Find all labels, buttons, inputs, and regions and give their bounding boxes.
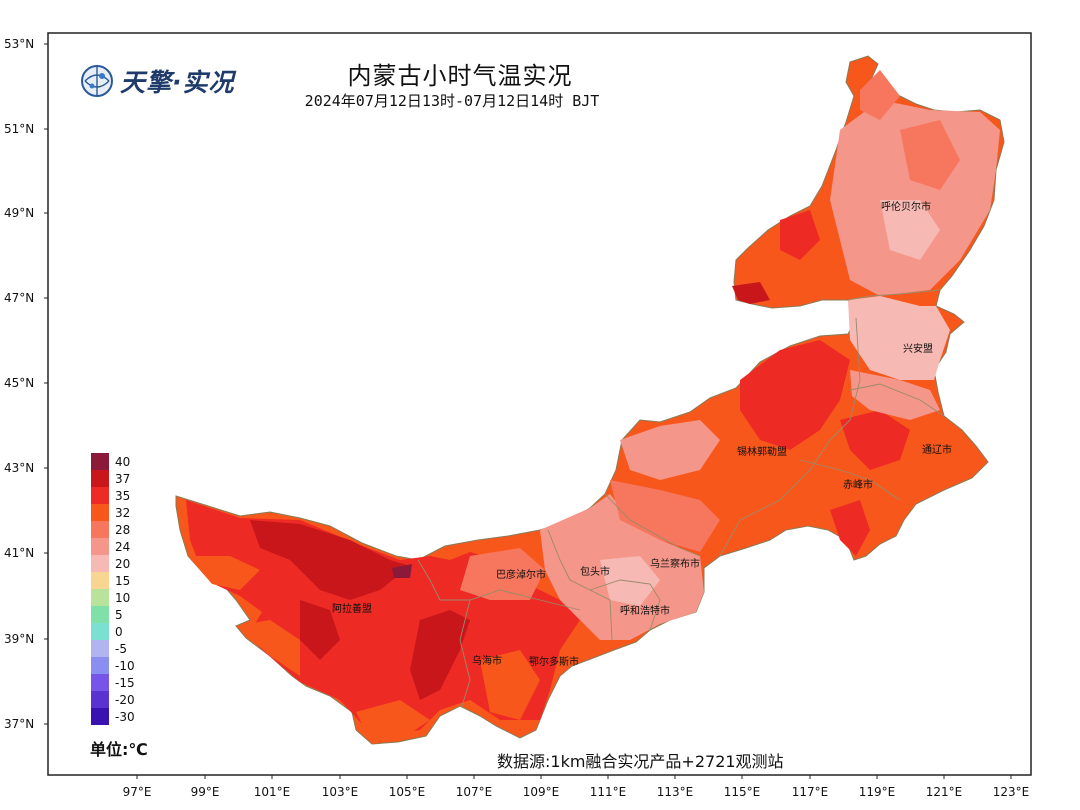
legend-swatch [91,504,109,521]
legend-item: 20 [91,555,135,572]
city-label-hohhot: 呼和浩特市 [620,606,670,617]
legend-label: 40 [115,454,131,469]
lon-label: 109°E [522,785,560,799]
city-label-baotou: 包头市 [580,567,610,578]
lon-label: 111°E [589,785,627,799]
legend-swatch [91,572,109,589]
legend-label: 28 [115,522,131,537]
legend-swatch [91,487,109,504]
admin-boundaries [417,289,945,707]
lat-label: 51°N [4,122,35,136]
legend-item: 5 [91,606,135,623]
logo-text: 天擎·实况 [120,68,235,97]
legend-swatch [91,674,109,691]
legend-label: -5 [115,641,127,656]
globe-icon [81,65,113,97]
lon-label: 119°E [858,785,896,799]
lon-label: 117°E [791,785,829,799]
lat-label: 39°N [4,632,35,646]
legend-swatch [91,708,109,725]
legend-label: -10 [115,658,135,673]
legend-label: 37 [115,471,131,486]
legend-swatch [91,623,109,640]
legend-item: -5 [91,640,135,657]
legend-swatch [91,538,109,555]
city-label-ordos: 鄂尔多斯市 [529,657,579,668]
legend-label: 20 [115,556,131,571]
map-subtitle: 2024年07月12日13时-07月12日14时 BJT [304,92,600,110]
legend-label: 35 [115,488,131,503]
legend-item: 0 [91,623,135,640]
lon-label: 113°E [656,785,694,799]
legend-item: -20 [91,691,135,708]
lon-label: 105°E [388,785,426,799]
city-label-xilingol: 锡林郭勒盟 [737,447,787,458]
legend-swatch [91,640,109,657]
legend-item: 37 [91,470,135,487]
legend-label: -30 [115,709,135,724]
lat-label: 53°N [4,37,35,51]
color-legend: 40 37 35 32 28 24 20 15 10 5 0 -5 -10 -1… [91,453,135,725]
city-label-tongliao: 通辽市 [922,445,952,456]
city-label-ulanqab: 乌兰察布市 [650,559,700,570]
lon-label: 121°E [925,785,963,799]
legend-label: 5 [115,607,123,622]
unit-label: 单位:℃ [90,740,148,759]
legend-swatch [91,589,109,606]
legend-item: 10 [91,589,135,606]
temperature-zones [186,70,1000,744]
legend-swatch [91,657,109,674]
lat-label: 47°N [4,291,35,305]
logo: 天擎·实况 [80,63,235,99]
lat-label: 37°N [4,717,35,731]
legend-item: -10 [91,657,135,674]
legend-swatch [91,521,109,538]
lat-label: 41°N [4,546,35,560]
lat-label: 45°N [4,376,35,390]
lon-label: 107°E [455,785,493,799]
legend-item: 15 [91,572,135,589]
legend-swatch [91,453,109,470]
axis-ticks [44,43,1012,779]
city-label-wuhai: 乌海市 [472,656,502,667]
legend-item: -30 [91,708,135,725]
legend-swatch [91,606,109,623]
legend-label: -20 [115,692,135,707]
legend-label: 15 [115,573,131,588]
lon-label: 123°E [992,785,1030,799]
legend-item: 35 [91,487,135,504]
data-source: 数据源:1km融合实况产品+2721观测站 [497,752,784,771]
legend-label: 24 [115,539,131,554]
lon-label: 101°E [253,785,291,799]
legend-swatch [91,470,109,487]
lon-label: 103°E [321,785,359,799]
legend-item: 40 [91,453,135,470]
lon-label: 99°E [190,785,220,799]
legend-label: -15 [115,675,135,690]
legend-item: 28 [91,521,135,538]
city-label-hulunbuir: 呼伦贝尔市 [881,202,931,213]
legend-label: 0 [115,624,123,639]
legend-label: 10 [115,590,131,605]
legend-item: 32 [91,504,135,521]
legend-item: -15 [91,674,135,691]
lat-label: 49°N [4,206,35,220]
city-label-bayannur: 巴彦淖尔市 [496,570,546,581]
lon-label: 97°E [122,785,152,799]
city-label-alxa: 阿拉善盟 [332,604,372,615]
map-title: 内蒙古小时气温实况 [347,62,573,90]
legend-swatch [91,691,109,708]
legend-swatch [91,555,109,572]
city-label-chifeng: 赤峰市 [843,480,873,491]
lat-label: 43°N [4,461,35,475]
city-label-hinggan: 兴安盟 [903,344,933,355]
lon-label: 115°E [723,785,761,799]
legend-label: 32 [115,505,131,520]
legend-item: 24 [91,538,135,555]
